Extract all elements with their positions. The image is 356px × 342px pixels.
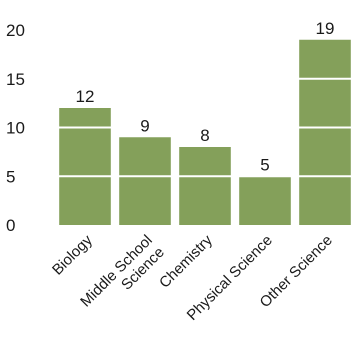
y-tick-label-4: 20 [6,21,25,40]
x-tick-label-2: Chemistry [156,231,216,291]
bar-3 [239,176,291,225]
bar-0 [59,108,111,225]
data-labels-layer: 12 9 8 5 19 [76,19,335,175]
y-tick-label-3: 15 [6,70,25,89]
y-tick-label-2: 10 [6,119,25,138]
y-tick-label-0: 0 [6,216,15,235]
x-tick-label-0: Biology [49,231,96,278]
bar-2 [179,147,231,225]
y-tick-label-1: 5 [6,167,15,186]
data-label-0: 12 [76,87,95,106]
data-label-1: 9 [140,116,149,135]
data-label-4: 19 [316,19,335,38]
y-axis-ticks: 0 5 10 15 20 [6,21,25,235]
data-label-2: 8 [200,126,209,145]
bar-4 [299,39,351,225]
gridlines-layer [55,29,355,178]
bars-layer [59,39,351,225]
bar-1 [119,137,171,225]
data-label-3: 5 [260,155,269,174]
